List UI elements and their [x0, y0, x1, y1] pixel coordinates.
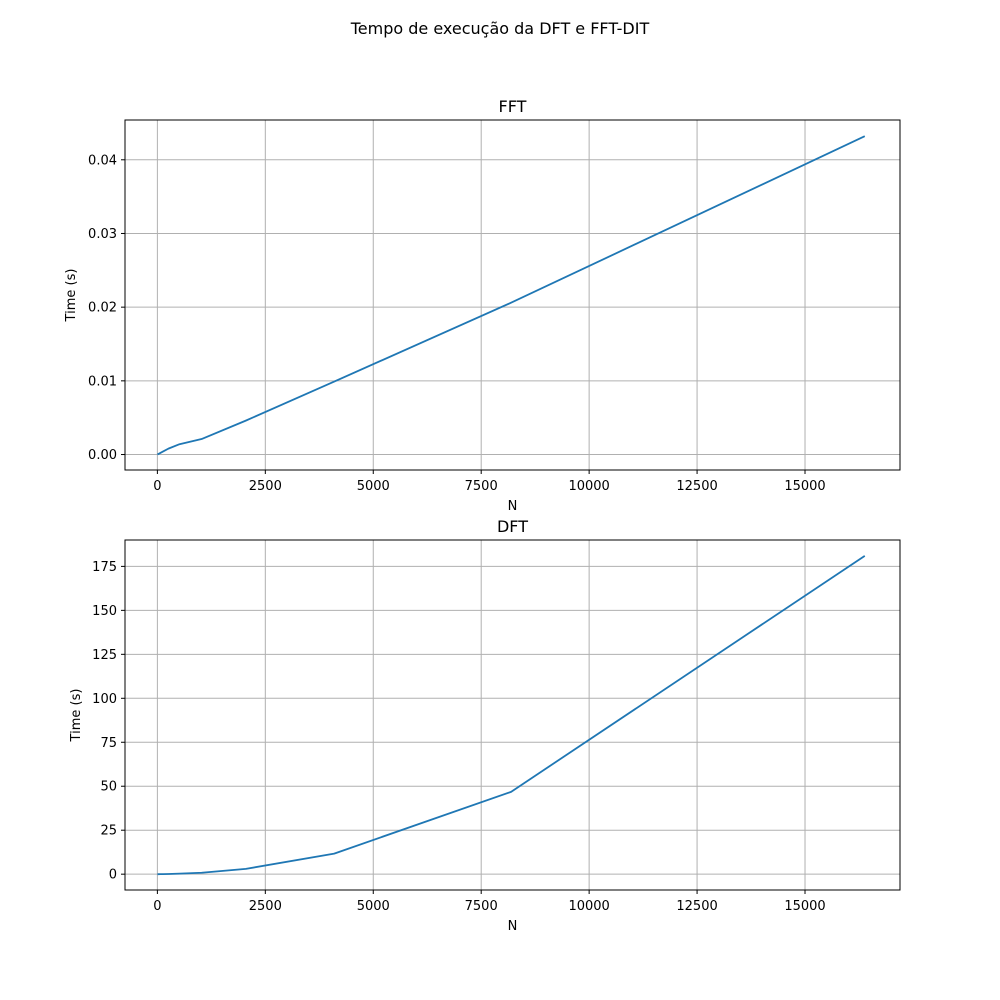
y-axis-label: Time (s) [64, 269, 79, 323]
y-tick-label: 100 [92, 692, 117, 707]
y-tick-label: 0.03 [88, 227, 117, 242]
grid [125, 120, 900, 470]
x-tick-label: 12500 [676, 479, 717, 494]
chart-title: FFT [499, 97, 527, 116]
x-axis-label: N [508, 919, 518, 934]
grid [125, 540, 900, 890]
x-tick-label: 15000 [784, 899, 825, 914]
chart-title: DFT [497, 517, 528, 536]
y-tick-label: 150 [92, 604, 117, 619]
x-axis-label: N [508, 499, 518, 514]
y-tick-label: 0.02 [88, 301, 117, 316]
figure-title: Tempo de execução da DFT e FFT-DIT [350, 19, 650, 38]
series-line [156, 135, 866, 456]
y-tick-label: 125 [92, 648, 117, 663]
x-tick-label: 5000 [357, 899, 390, 914]
x-tick-label: 7500 [465, 479, 498, 494]
y-tick-label: 0.04 [88, 153, 117, 168]
x-tick-label: 10000 [568, 479, 609, 494]
plot-frame [124, 119, 901, 471]
dft-chart: DFT N Time (s) 0 2500 5000 7500 10000 12500 15… [69, 517, 901, 934]
fft-chart: FFT N Time (s) 0 2500 5000 7500 10000 12500 15… [64, 97, 901, 514]
x-tick-label: 7500 [465, 899, 498, 914]
x-tick-label: 2500 [249, 899, 282, 914]
x-tick-label: 0 [153, 479, 161, 494]
plot-frame [124, 539, 901, 891]
x-tick-label: 15000 [784, 479, 825, 494]
y-tick-label: 50 [100, 780, 117, 795]
x-tick-label: 12500 [676, 899, 717, 914]
y-tick-label: 0.01 [88, 374, 117, 389]
y-axis-label: Time (s) [69, 689, 84, 743]
y-tick-label: 175 [92, 560, 117, 575]
y-tick-label: 0.00 [88, 448, 117, 463]
x-tick-label: 0 [153, 899, 161, 914]
y-tick-label: 25 [100, 824, 117, 839]
y-tick-label: 75 [100, 736, 117, 751]
x-tick-label: 10000 [568, 899, 609, 914]
x-tick-label: 2500 [249, 479, 282, 494]
y-tick-label: 0 [109, 868, 117, 883]
series-line [156, 555, 866, 876]
x-tick-label: 5000 [357, 479, 390, 494]
